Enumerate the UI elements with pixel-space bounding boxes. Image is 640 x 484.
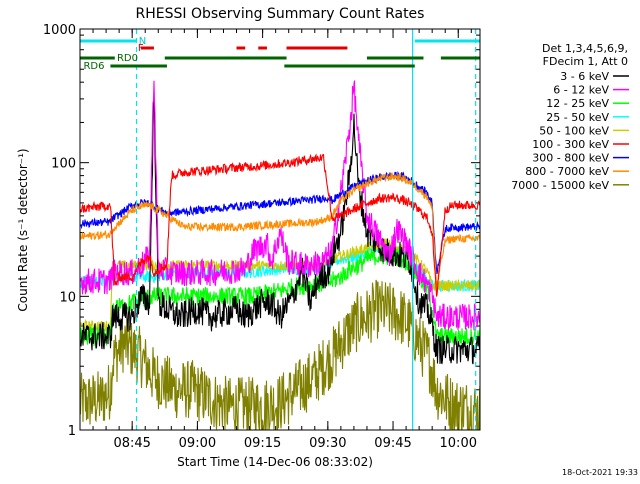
legend-label: 800 - 7000 keV xyxy=(525,165,609,178)
x-tick-label: 10:00 xyxy=(440,436,477,451)
y-axis-label: Count Rate (s⁻¹ detector⁻¹) xyxy=(16,148,30,311)
state-label-f: F xyxy=(138,43,144,54)
legend-label: 50 - 100 keV xyxy=(539,124,609,137)
plot-frame xyxy=(79,28,481,431)
legend-header-line-1: Det 1,3,4,5,6,9, xyxy=(542,42,628,55)
y-tick-label: 10 xyxy=(59,290,76,305)
y-tick-label: 1 xyxy=(68,424,76,439)
legend-label: 7000 - 15000 keV xyxy=(511,179,609,192)
series-line-8 xyxy=(80,279,480,430)
legend-label: 25 - 50 keV xyxy=(546,111,609,124)
y-tick-label: 100 xyxy=(51,157,76,172)
legend-label: 6 - 12 keV xyxy=(553,84,609,97)
x-tick-label: 09:00 xyxy=(179,436,216,451)
x-axis-label: Start Time (14-Dec-06 08:33:02) xyxy=(177,455,373,469)
plot-area xyxy=(80,29,480,430)
state-label-rd0: RD0 xyxy=(117,53,138,64)
x-tick-label: 09:15 xyxy=(244,436,281,451)
legend-label: 3 - 6 keV xyxy=(560,70,609,83)
footer-timestamp: 18-Oct-2021 19:33 xyxy=(562,468,638,477)
chart-title: RHESSI Observing Summary Count Rates xyxy=(136,6,425,22)
state-label-n: N xyxy=(139,36,146,47)
legend-label: 100 - 300 keV xyxy=(532,138,609,151)
y-tick-label: 1000 xyxy=(43,23,76,38)
legend-label: 300 - 800 keV xyxy=(532,152,609,165)
series-line-0 xyxy=(80,100,480,365)
x-tick-label: 09:45 xyxy=(374,436,411,451)
legend-label: 12 - 25 keV xyxy=(546,97,609,110)
state-label-rd6: RD6 xyxy=(83,61,104,72)
series-line-5 xyxy=(80,153,480,298)
x-tick-label: 09:30 xyxy=(309,436,346,451)
x-tick-label: 08:45 xyxy=(113,436,150,451)
series-line-7 xyxy=(80,172,480,286)
legend-header-line-2: FDecim 1, Att 0 xyxy=(543,55,628,68)
series-line-4 xyxy=(80,238,480,334)
